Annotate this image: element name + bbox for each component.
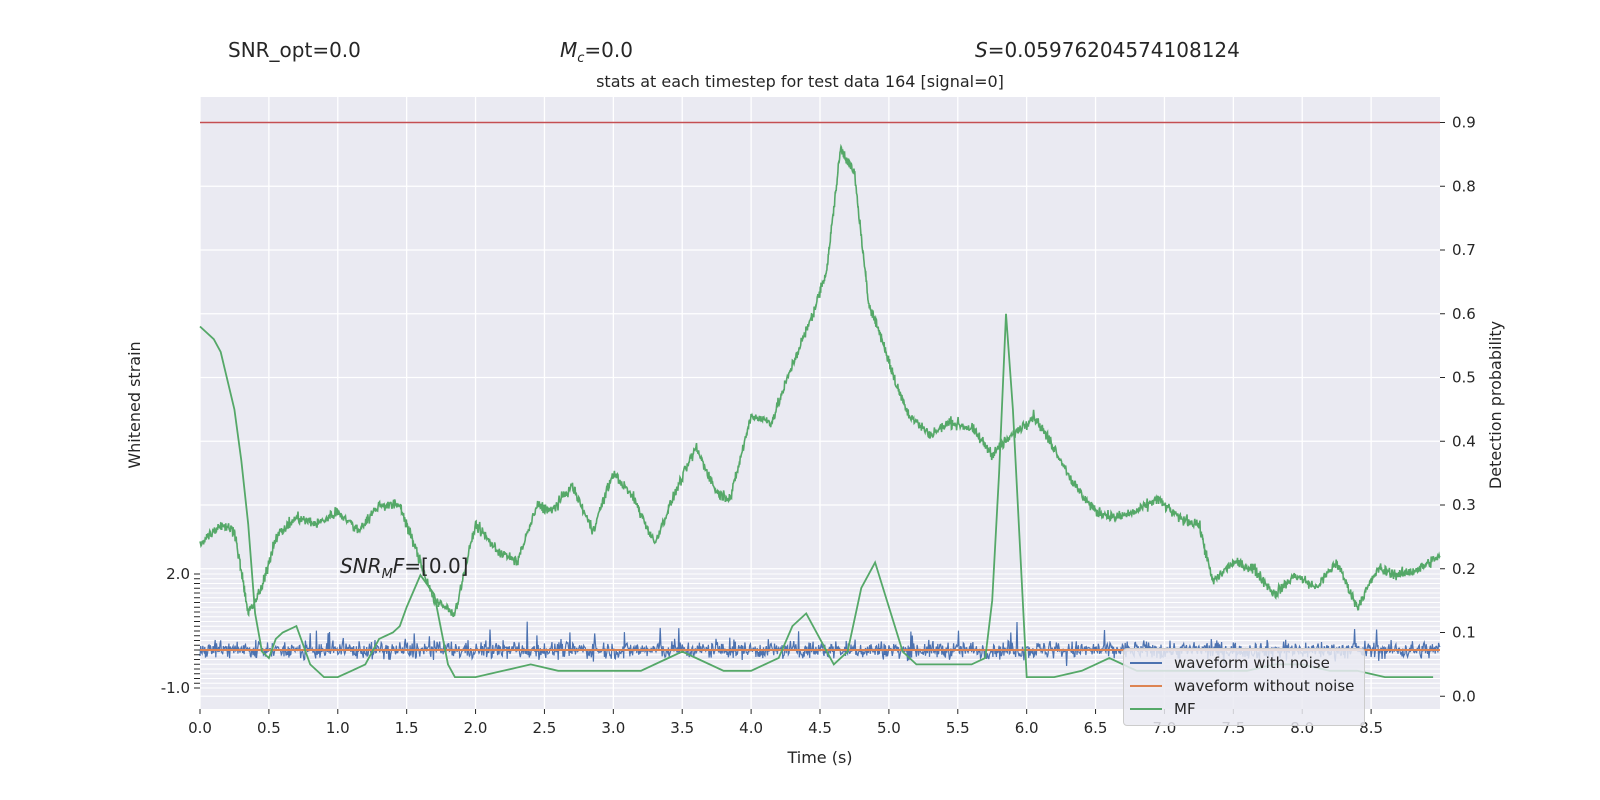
y-tick-label-right: 0.5 bbox=[1452, 369, 1476, 387]
legend-label-noisy: waveform with noise bbox=[1174, 654, 1330, 672]
snr-mf-value: =[0.0] bbox=[404, 554, 469, 578]
series-detection-probability bbox=[199, 143, 1441, 618]
y-tick-label-right: 0.3 bbox=[1452, 496, 1476, 514]
y-axis-label-left: Whitened strain bbox=[125, 341, 144, 468]
x-tick-label: 1.0 bbox=[326, 719, 350, 737]
snr-mf-symbol: SNR bbox=[340, 554, 382, 578]
y-tick-label-right: 0.6 bbox=[1452, 305, 1476, 323]
x-tick-label: 4.0 bbox=[739, 719, 763, 737]
y-tick-label-left-top: 2.0 bbox=[166, 565, 190, 583]
x-tick-label: 6.0 bbox=[1015, 719, 1039, 737]
y-tick-label-right: 0.7 bbox=[1452, 241, 1476, 259]
x-tick-label: 6.5 bbox=[1084, 719, 1108, 737]
x-axis-label: Time (s) bbox=[786, 748, 852, 767]
x-tick-label: 5.5 bbox=[946, 719, 970, 737]
x-tick-label: 1.5 bbox=[395, 719, 419, 737]
stat-chirp-mass-subscript: c bbox=[577, 51, 585, 66]
legend-label-clean: waveform without noise bbox=[1174, 677, 1355, 695]
series-mf bbox=[199, 313, 1434, 678]
x-tick-label: 3.0 bbox=[601, 719, 625, 737]
y-tick-label-right: 0.2 bbox=[1452, 560, 1476, 578]
x-tick-label: 0.0 bbox=[188, 719, 212, 737]
x-tick-label: 3.5 bbox=[670, 719, 694, 737]
y-axis-label-right: Detection probability bbox=[1486, 321, 1505, 489]
x-tick-label: 2.5 bbox=[533, 719, 557, 737]
stat-chirp-mass-symbol: M bbox=[560, 38, 578, 62]
snr-mf-subscript: M bbox=[381, 567, 393, 582]
legend-label-mf: MF bbox=[1174, 700, 1196, 718]
x-tick-label: 8.5 bbox=[1359, 719, 1383, 737]
legend-entry-noisy: waveform with noise bbox=[1130, 653, 1330, 673]
y-tick-label-right: 0.9 bbox=[1452, 114, 1476, 132]
x-tick-label: 2.0 bbox=[464, 719, 488, 737]
stat-chirp-mass: Mc=0.0 bbox=[560, 38, 633, 66]
legend-swatch-mf bbox=[1130, 708, 1162, 710]
stat-s: S=0.05976204574108124 bbox=[975, 38, 1240, 62]
x-tick-label: 0.5 bbox=[257, 719, 281, 737]
legend-swatch-clean bbox=[1130, 685, 1162, 687]
y-tick-label-right: 0.4 bbox=[1452, 432, 1476, 450]
y-tick-label-right: 0.1 bbox=[1452, 624, 1476, 642]
legend-entry-clean: waveform without noise bbox=[1130, 676, 1354, 696]
y-tick-label-right: 0.0 bbox=[1452, 687, 1476, 705]
legend: waveform with noise waveform without noi… bbox=[1123, 648, 1365, 726]
x-tick-label: 4.5 bbox=[808, 719, 832, 737]
legend-swatch-noisy bbox=[1130, 662, 1162, 664]
legend-entry-mf: MF bbox=[1130, 699, 1196, 719]
stat-s-symbol: S bbox=[975, 38, 988, 62]
x-tick-label: 5.0 bbox=[877, 719, 901, 737]
snr-mf-annotation: SNRMF=[0.0] bbox=[340, 554, 468, 582]
chart-title: stats at each timestep for test data 164… bbox=[596, 72, 1004, 91]
y-tick-label-right: 0.8 bbox=[1452, 177, 1476, 195]
stat-s-value: =0.05976204574108124 bbox=[987, 38, 1240, 62]
snr-mf-tail: F bbox=[392, 554, 405, 578]
stat-chirp-mass-value: =0.0 bbox=[584, 38, 633, 62]
y-tick-label-left-bottom: -1.0 bbox=[161, 679, 190, 697]
stat-snr-opt: SNR_opt=0.0 bbox=[228, 38, 361, 62]
